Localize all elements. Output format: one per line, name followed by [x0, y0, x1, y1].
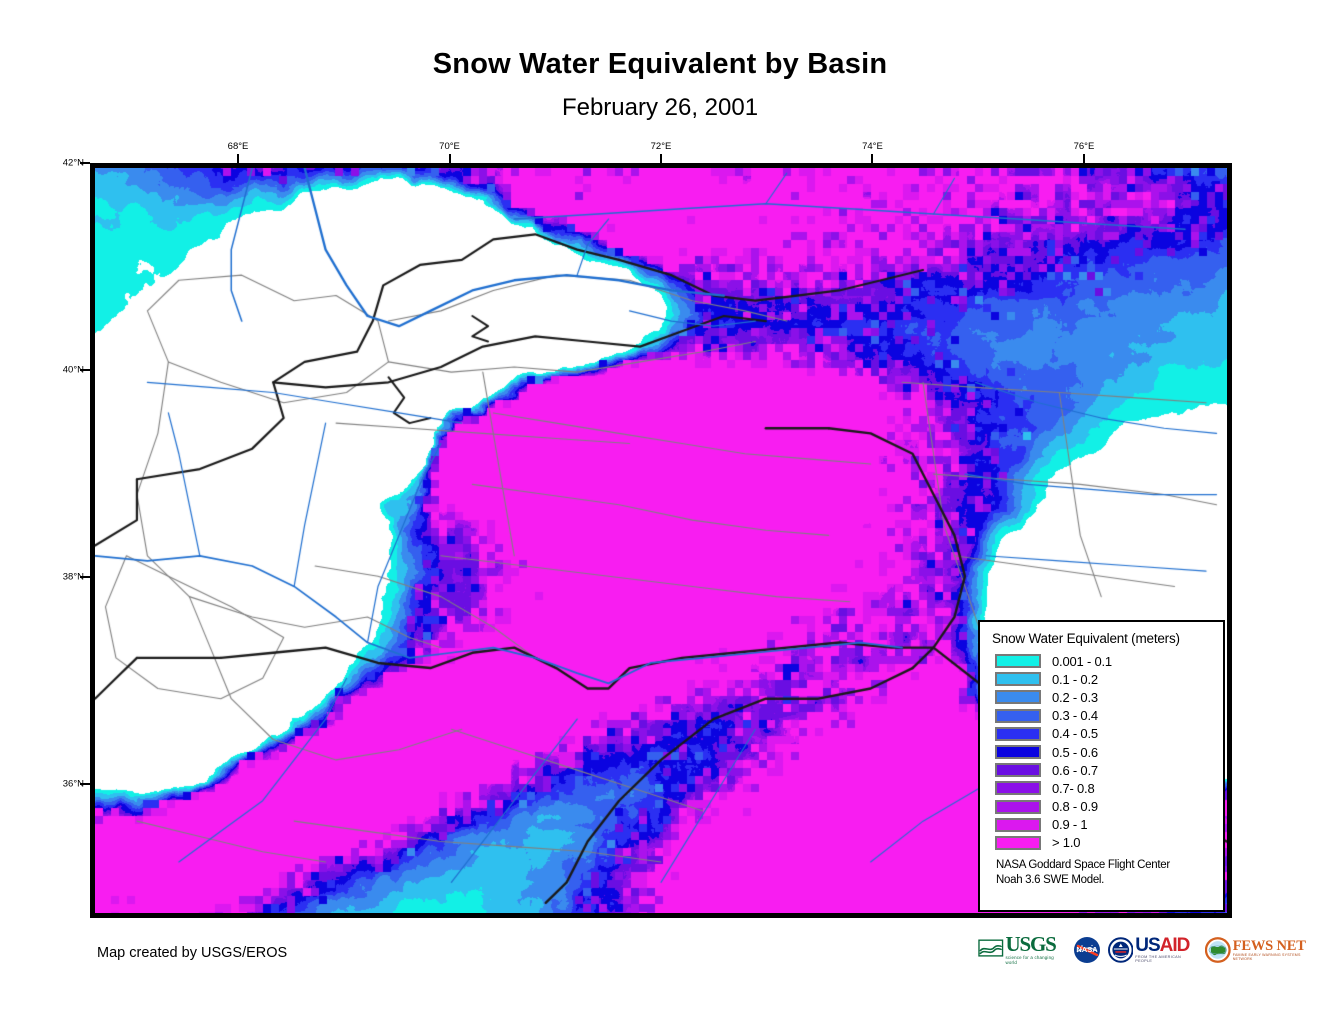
- legend-swatch: [995, 781, 1041, 796]
- lat-tick-mark: [80, 368, 90, 371]
- legend-swatch: [995, 745, 1041, 760]
- logo-bar: USGS science for a changing world NASA U…: [978, 932, 1320, 968]
- lon-tick-label: 72°E: [650, 141, 672, 152]
- legend-label: 0.1 - 0.2: [1052, 671, 1098, 687]
- legend-swatch: [995, 672, 1041, 687]
- lon-tick-label: 74°E: [862, 141, 883, 152]
- legend-swatch: [995, 726, 1041, 741]
- nasa-meatball-icon: NASA: [1073, 937, 1100, 963]
- legend-label: 0.7- 0.8: [1052, 780, 1095, 796]
- lat-tick-mark: [80, 575, 90, 578]
- svg-text:NASA: NASA: [1076, 945, 1098, 954]
- legend-panel: Snow Water Equivalent (meters) 0.001 - 0…: [978, 620, 1225, 912]
- legend-swatch: [995, 708, 1041, 723]
- legend-swatch: [995, 817, 1041, 832]
- legend-swatch: [995, 654, 1041, 669]
- legend-credit: NASA Goddard Space Flight Center Noah 3.…: [996, 858, 1213, 887]
- legend-label: > 1.0: [1052, 835, 1081, 851]
- lon-tick-mark: [237, 154, 240, 164]
- footer-credit: Map created by USGS/EROS: [97, 945, 288, 961]
- fewsnet-logo-tagline: FAMINE EARLY WARNING SYSTEMS NETWORK: [1232, 953, 1301, 961]
- usgs-logo-tagline: science for a changing world: [1005, 955, 1054, 965]
- usaid-logo-text: USAID: [1135, 935, 1190, 956]
- lon-tick-label: 68°E: [227, 141, 249, 152]
- legend-row: 0.9 - 1: [990, 816, 1213, 834]
- fewsnet-logo-text: FEWS NET: [1232, 938, 1306, 954]
- lat-tick-label: 38°N: [62, 571, 84, 583]
- legend-label: 0.4 - 0.5: [1052, 726, 1098, 742]
- legend-row: > 1.0: [990, 834, 1213, 852]
- legend-swatch: [995, 799, 1041, 814]
- usaid-seal-icon: [1107, 937, 1134, 963]
- legend-rows: 0.001 - 0.1 0.1 - 0.2 0.2 - 0.3 0.3 - 0.4 0.…: [990, 652, 1213, 852]
- legend-label: 0.9 - 1: [1052, 817, 1088, 833]
- nasa-logo: NASA: [1073, 935, 1101, 965]
- legend-swatch: [995, 763, 1041, 778]
- legend-row: 0.7- 0.8: [990, 779, 1213, 797]
- legend-label: 0.8 - 0.9: [1052, 799, 1098, 815]
- usgs-logo-text: USGS: [1005, 932, 1057, 956]
- legend-swatch: [995, 690, 1041, 705]
- lon-tick-label: 70°E: [439, 141, 460, 152]
- legend-label: 0.6 - 0.7: [1052, 762, 1098, 778]
- lon-tick-mark: [660, 154, 662, 164]
- page-title: Snow Water Equivalent by Basin: [432, 48, 888, 80]
- legend-label: 0.5 - 0.6: [1052, 744, 1098, 760]
- legend-row: 0.5 - 0.6: [990, 743, 1213, 761]
- legend-row: 0.2 - 0.3: [990, 688, 1213, 706]
- fewsnet-globe-icon: [1205, 937, 1231, 963]
- legend-row: 0.1 - 0.2: [990, 670, 1213, 688]
- legend-label: 0.2 - 0.3: [1052, 689, 1098, 705]
- legend-row: 0.001 - 0.1: [990, 652, 1213, 670]
- lon-tick-mark: [448, 154, 451, 164]
- lon-tick-mark: [871, 154, 874, 164]
- legend-row: 0.6 - 0.7: [990, 761, 1213, 779]
- lat-tick-mark: [80, 782, 90, 785]
- usaid-logo-tagline: FROM THE AMERICAN PEOPLE: [1135, 955, 1181, 963]
- legend-credit-line1: NASA Goddard Space Flight Center: [996, 859, 1170, 872]
- usgs-wave-icon: [978, 939, 1004, 957]
- legend-row: 0.8 - 0.9: [990, 798, 1213, 816]
- legend-label: 0.3 - 0.4: [1052, 708, 1098, 724]
- lon-tick-mark: [1082, 154, 1085, 164]
- lat-tick-label: 36°N: [62, 778, 84, 790]
- lat-tick-label: 40°N: [62, 364, 84, 376]
- fewsnet-logo: FEWS NET FAMINE EARLY WARNING SYSTEMS NE…: [1205, 935, 1320, 965]
- legend-title: Snow Water Equivalent (meters): [992, 631, 1180, 646]
- legend-row: 0.3 - 0.4: [990, 707, 1213, 725]
- usgs-logo: USGS science for a changing world: [978, 932, 1066, 965]
- legend-credit-line2: Noah 3.6 SWE Model.: [996, 873, 1105, 886]
- legend-label: 0.001 - 0.1: [1052, 653, 1112, 669]
- usaid-logo: USAID FROM THE AMERICAN PEOPLE: [1107, 935, 1199, 965]
- lon-tick-label: 76°E: [1073, 141, 1095, 152]
- title-block: Snow Water Equivalent by Basin February …: [0, 0, 1320, 122]
- page-subtitle: February 26, 2001: [561, 94, 759, 121]
- lat-tick-label: 42°N: [62, 157, 84, 169]
- lat-tick-mark: [80, 162, 90, 164]
- legend-swatch: [995, 835, 1041, 850]
- legend-row: 0.4 - 0.5: [990, 725, 1213, 743]
